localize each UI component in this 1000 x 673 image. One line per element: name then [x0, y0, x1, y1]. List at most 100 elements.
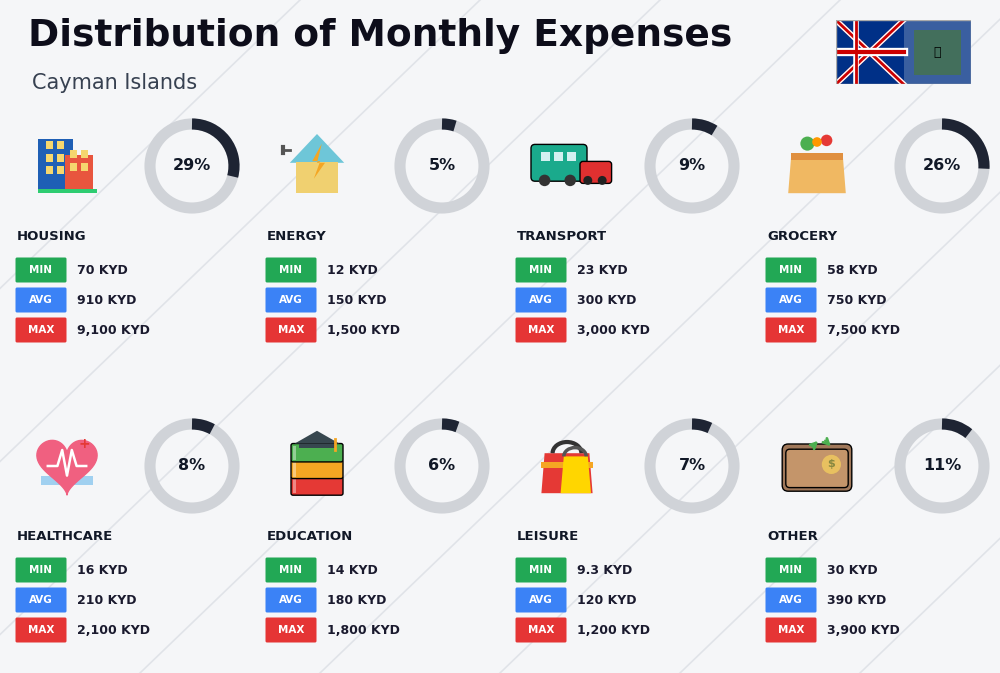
Polygon shape — [788, 153, 846, 193]
Circle shape — [564, 174, 576, 186]
FancyBboxPatch shape — [291, 476, 343, 495]
FancyBboxPatch shape — [580, 162, 612, 184]
FancyBboxPatch shape — [516, 618, 566, 643]
Bar — [81, 150, 88, 158]
Bar — [81, 163, 88, 171]
Text: Distribution of Monthly Expenses: Distribution of Monthly Expenses — [28, 18, 732, 54]
Bar — [46, 153, 53, 162]
Text: MIN: MIN — [530, 565, 552, 575]
Text: 8%: 8% — [178, 458, 206, 474]
Text: 150 KYD: 150 KYD — [327, 293, 386, 306]
Bar — [293, 479, 296, 493]
Text: 14 KYD: 14 KYD — [327, 563, 378, 577]
Text: MAX: MAX — [278, 325, 304, 335]
Text: 30 KYD: 30 KYD — [827, 563, 878, 577]
FancyBboxPatch shape — [766, 287, 817, 312]
Text: ENERGY: ENERGY — [267, 230, 327, 243]
Text: HOUSING: HOUSING — [17, 230, 87, 243]
Text: 3,900 KYD: 3,900 KYD — [827, 623, 900, 637]
Text: 5%: 5% — [428, 159, 456, 174]
FancyBboxPatch shape — [266, 557, 316, 583]
Text: MIN: MIN — [530, 265, 552, 275]
FancyBboxPatch shape — [15, 287, 66, 312]
Circle shape — [812, 137, 822, 147]
Bar — [791, 153, 843, 160]
FancyBboxPatch shape — [266, 588, 316, 612]
Bar — [70, 163, 77, 171]
FancyBboxPatch shape — [766, 557, 817, 583]
Text: 29%: 29% — [173, 159, 211, 174]
FancyBboxPatch shape — [766, 618, 817, 643]
Circle shape — [800, 137, 814, 151]
Text: 3,000 KYD: 3,000 KYD — [577, 324, 650, 336]
Polygon shape — [312, 143, 325, 179]
FancyBboxPatch shape — [266, 618, 316, 643]
Bar — [567, 152, 576, 162]
Circle shape — [822, 455, 841, 474]
FancyBboxPatch shape — [786, 449, 848, 488]
Circle shape — [583, 176, 592, 185]
FancyBboxPatch shape — [15, 557, 66, 583]
Text: 1,500 KYD: 1,500 KYD — [327, 324, 400, 336]
Text: 2,100 KYD: 2,100 KYD — [77, 623, 150, 637]
FancyBboxPatch shape — [531, 145, 587, 181]
FancyBboxPatch shape — [516, 318, 566, 343]
Bar — [293, 462, 296, 476]
Text: 23 KYD: 23 KYD — [577, 264, 628, 277]
FancyBboxPatch shape — [766, 258, 817, 283]
Text: 58 KYD: 58 KYD — [827, 264, 878, 277]
Bar — [38, 139, 73, 193]
FancyBboxPatch shape — [266, 287, 316, 312]
Bar — [70, 150, 77, 158]
Polygon shape — [541, 453, 593, 493]
Text: GROCERY: GROCERY — [767, 230, 837, 243]
Text: AVG: AVG — [29, 295, 53, 305]
Text: MAX: MAX — [778, 325, 804, 335]
FancyBboxPatch shape — [782, 444, 852, 491]
Text: 9,100 KYD: 9,100 KYD — [77, 324, 150, 336]
Bar — [293, 446, 296, 460]
Text: AVG: AVG — [279, 595, 303, 605]
Circle shape — [539, 174, 550, 186]
Text: OTHER: OTHER — [767, 530, 818, 543]
Bar — [38, 189, 97, 193]
Text: HEALTHCARE: HEALTHCARE — [17, 530, 113, 543]
FancyBboxPatch shape — [516, 588, 566, 612]
Text: MAX: MAX — [528, 325, 554, 335]
FancyBboxPatch shape — [291, 460, 343, 479]
FancyBboxPatch shape — [766, 588, 817, 612]
Text: 210 KYD: 210 KYD — [77, 594, 136, 606]
Text: AVG: AVG — [29, 595, 53, 605]
Text: TRANSPORT: TRANSPORT — [517, 230, 607, 243]
Text: 16 KYD: 16 KYD — [77, 563, 128, 577]
Text: 9.3 KYD: 9.3 KYD — [577, 563, 632, 577]
Text: 390 KYD: 390 KYD — [827, 594, 886, 606]
Text: MIN: MIN — [280, 265, 302, 275]
Text: MAX: MAX — [278, 625, 304, 635]
Text: MIN: MIN — [780, 265, 802, 275]
Polygon shape — [41, 476, 93, 485]
Bar — [57, 166, 64, 174]
Text: 180 KYD: 180 KYD — [327, 594, 386, 606]
Text: 1,200 KYD: 1,200 KYD — [577, 623, 650, 637]
Text: MAX: MAX — [528, 625, 554, 635]
Text: EDUCATION: EDUCATION — [267, 530, 353, 543]
Text: MIN: MIN — [780, 565, 802, 575]
Bar — [57, 153, 64, 162]
Text: MAX: MAX — [28, 625, 54, 635]
FancyBboxPatch shape — [766, 318, 817, 343]
Bar — [46, 141, 53, 149]
Polygon shape — [290, 134, 344, 163]
Text: MIN: MIN — [280, 565, 302, 575]
Bar — [541, 462, 593, 468]
Text: 750 KYD: 750 KYD — [827, 293, 887, 306]
Text: 11%: 11% — [923, 458, 961, 474]
Text: 120 KYD: 120 KYD — [577, 594, 637, 606]
Text: MAX: MAX — [778, 625, 804, 635]
Text: 26%: 26% — [923, 159, 961, 174]
FancyBboxPatch shape — [15, 618, 66, 643]
Polygon shape — [295, 431, 339, 444]
FancyBboxPatch shape — [266, 318, 316, 343]
Bar — [296, 162, 338, 193]
Text: AVG: AVG — [529, 295, 553, 305]
